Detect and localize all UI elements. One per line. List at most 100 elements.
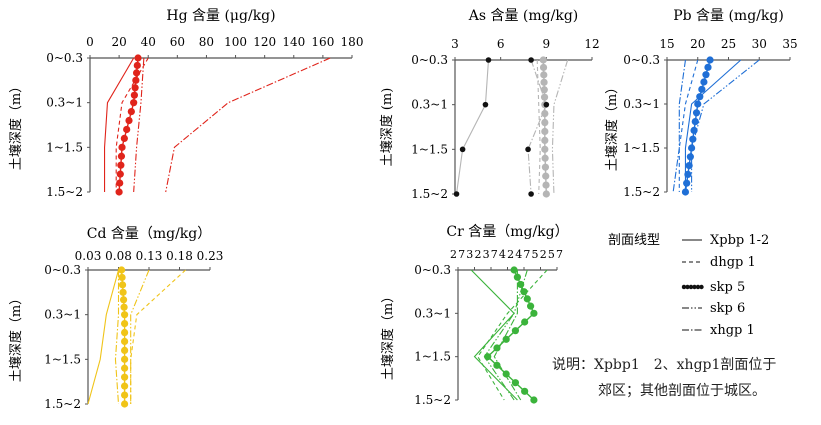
panel-title: Pb 含量 (mg/kg) (673, 8, 784, 24)
data-point (118, 273, 126, 282)
series-line-xpbp-1-2 (87, 269, 120, 405)
data-point (692, 109, 701, 117)
data-point (694, 100, 702, 108)
y-axis-label: 土壤深度（m） (8, 292, 24, 382)
data-point (130, 99, 138, 107)
data-point (121, 400, 129, 408)
y-tick-label: 0.3~1 (44, 308, 81, 322)
data-point (511, 379, 520, 387)
data-point (700, 78, 708, 86)
series-line-dhgp-1 (536, 59, 541, 195)
x-tick-label: 0.18 (166, 249, 193, 263)
legend-dot (699, 284, 704, 290)
legend-dot (692, 284, 697, 290)
y-tick-label: 1.5~2 (414, 393, 451, 407)
data-point (121, 328, 129, 337)
y-tick-label: 0.3~1 (46, 96, 83, 110)
data-point (527, 302, 535, 310)
y-tick-label: 1~1.5 (414, 350, 451, 364)
data-point (539, 56, 547, 64)
data-point (706, 56, 714, 64)
data-point (119, 288, 127, 296)
data-point (117, 266, 126, 274)
panel-title: As 含量 (mg/kg) (468, 8, 579, 24)
y-tick-label: 0.3~1 (414, 306, 451, 320)
panel-as: As 含量 (mg/kg) 3 6 9 12 0~0.3 0.3~1 1~1.5 1.5~2 土壤… (379, 8, 600, 201)
data-point (121, 346, 129, 354)
y-tick-label: 1~1.5 (44, 352, 81, 366)
series-line-skp-6 (133, 57, 145, 193)
data-point (530, 309, 538, 317)
data-point (121, 373, 129, 381)
series-line-xhgp-1 (527, 59, 547, 195)
legend: 剖面线型 Xpbp 1-2 dhgp 1 skp 5 skp 6 xhgp 1 (608, 233, 769, 338)
data-point (121, 364, 129, 372)
legend-label: skp 6 (710, 301, 745, 316)
data-point (502, 335, 510, 343)
data-point (542, 190, 550, 198)
panel-pb: Pb 含量 (mg/kg) 15 20 25 30 35 0~0.3 0.3~1 1~1.5 1.… (604, 8, 798, 199)
data-point (134, 54, 142, 62)
x-tick-label: 25 (721, 37, 736, 51)
x-tick-label: 0.23 (197, 249, 224, 263)
note-line-1: 说明：Xpbp1 2、xhgp1剖面位于 (552, 357, 777, 373)
data-point (520, 288, 528, 296)
data-point (525, 146, 531, 153)
x-tick-label: 35 (782, 37, 797, 51)
data-point (502, 370, 510, 378)
data-point (530, 396, 538, 404)
data-point (685, 162, 693, 170)
x-tick-label: 0.08 (105, 249, 132, 263)
x-tick-label: 80 (199, 35, 214, 49)
data-point (540, 86, 548, 94)
y-tick-label: 1.5~2 (623, 185, 660, 199)
data-point (686, 153, 694, 161)
data-point (681, 188, 690, 196)
legend-label: dhgp 1 (710, 255, 756, 270)
data-point (539, 63, 548, 72)
x-tick-label: 20 (690, 37, 705, 51)
series-line-xpbp-1-2 (455, 59, 490, 195)
x-tick-label: 0 (86, 35, 94, 49)
data-point (528, 57, 534, 63)
y-tick-label: 1.5~2 (46, 185, 83, 199)
data-point (121, 391, 129, 399)
note-line-2: 郊区；其他剖面位于城区。 (598, 383, 766, 399)
x-tick-label: 12 (584, 37, 599, 51)
series-line-dhgp-1 (115, 57, 149, 192)
x-tick-label: 0.03 (75, 249, 102, 263)
legend-label: Xpbp 1-2 (710, 233, 769, 248)
data-point (121, 355, 129, 363)
data-point (523, 295, 531, 303)
panel-cr: Cr 含量（mg/kg） 27323742475257 0~0.3 0.3~1 1~1.… (380, 224, 569, 407)
data-point (115, 188, 123, 196)
data-point (117, 161, 125, 169)
y-tick-label: 1~1.5 (623, 141, 660, 155)
data-point (684, 170, 692, 178)
data-point (698, 85, 706, 93)
y-tick-label: 1~1.5 (411, 142, 448, 156)
x-tick-label: 6 (497, 37, 505, 51)
panel-title: Cr 含量（mg/kg） (446, 224, 568, 240)
data-point (542, 181, 550, 189)
data-point (482, 101, 489, 108)
data-point (702, 71, 710, 79)
series-line-dhgp-1 (130, 269, 186, 404)
data-point (528, 191, 534, 197)
data-point (125, 116, 133, 125)
x-tick-label: 40 (141, 35, 156, 49)
data-point (493, 344, 501, 352)
x-tick-label: 60 (170, 35, 185, 49)
data-point (542, 172, 550, 180)
data-point (116, 179, 124, 187)
legend-dot (695, 284, 701, 290)
data-point (541, 145, 549, 153)
data-point (704, 63, 712, 71)
series-line-dhgp-1 (678, 59, 699, 192)
data-point (132, 69, 141, 77)
series-line-xpbp-1-2 (470, 269, 518, 401)
data-point (121, 337, 129, 346)
data-point (453, 191, 460, 197)
data-point (521, 318, 529, 326)
data-point (131, 84, 139, 92)
